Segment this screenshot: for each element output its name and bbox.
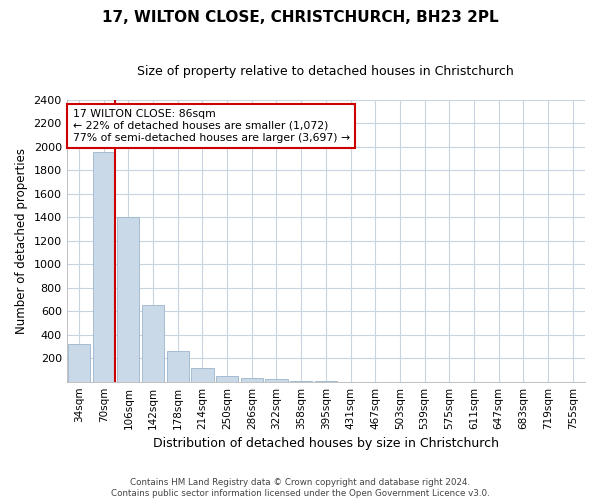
Text: Contains HM Land Registry data © Crown copyright and database right 2024.
Contai: Contains HM Land Registry data © Crown c… xyxy=(110,478,490,498)
Bar xyxy=(216,376,238,382)
Bar xyxy=(265,380,287,382)
Bar xyxy=(167,350,189,382)
Title: Size of property relative to detached houses in Christchurch: Size of property relative to detached ho… xyxy=(137,65,514,78)
X-axis label: Distribution of detached houses by size in Christchurch: Distribution of detached houses by size … xyxy=(153,437,499,450)
Text: 17, WILTON CLOSE, CHRISTCHURCH, BH23 2PL: 17, WILTON CLOSE, CHRISTCHURCH, BH23 2PL xyxy=(101,10,499,25)
Bar xyxy=(290,380,312,382)
Text: 17 WILTON CLOSE: 86sqm
← 22% of detached houses are smaller (1,072)
77% of semi-: 17 WILTON CLOSE: 86sqm ← 22% of detached… xyxy=(73,110,350,142)
Bar xyxy=(117,218,139,382)
Bar xyxy=(142,306,164,382)
Bar xyxy=(315,381,337,382)
Bar xyxy=(191,368,214,382)
Bar xyxy=(68,344,90,382)
Y-axis label: Number of detached properties: Number of detached properties xyxy=(15,148,28,334)
Bar xyxy=(92,152,115,382)
Bar xyxy=(241,378,263,382)
